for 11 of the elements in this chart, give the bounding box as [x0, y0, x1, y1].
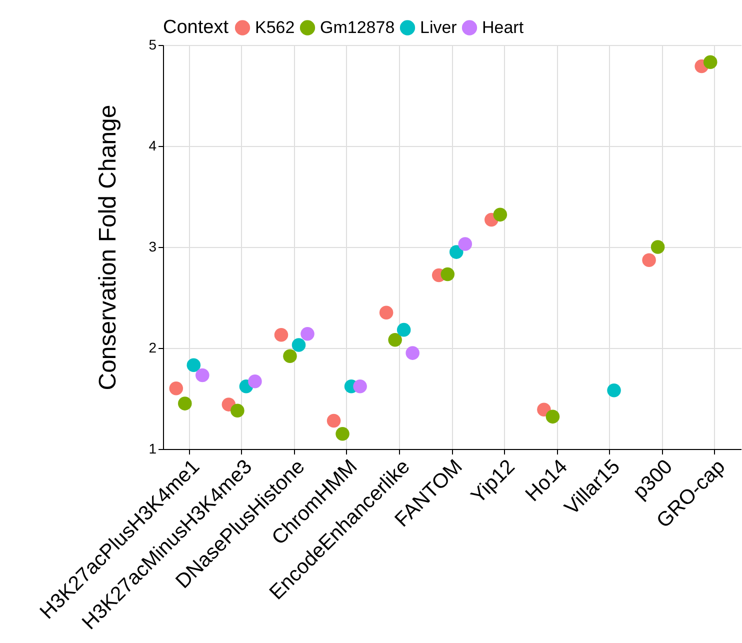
- legend-label: Liver: [420, 18, 458, 37]
- legend-label: Gm12878: [320, 18, 395, 37]
- y-tick-label: 1: [148, 440, 157, 456]
- y-tick-label: 3: [148, 238, 157, 254]
- y-tick-label: 4: [148, 138, 157, 154]
- legend-title: Context: [163, 17, 230, 38]
- legend-label: K562: [255, 18, 295, 37]
- y-tick-label: 2: [148, 340, 157, 356]
- legend-label: Heart: [482, 18, 524, 37]
- y-axis-title: Conservation Fold Change: [94, 104, 122, 390]
- y-tick-label: 5: [148, 36, 157, 52]
